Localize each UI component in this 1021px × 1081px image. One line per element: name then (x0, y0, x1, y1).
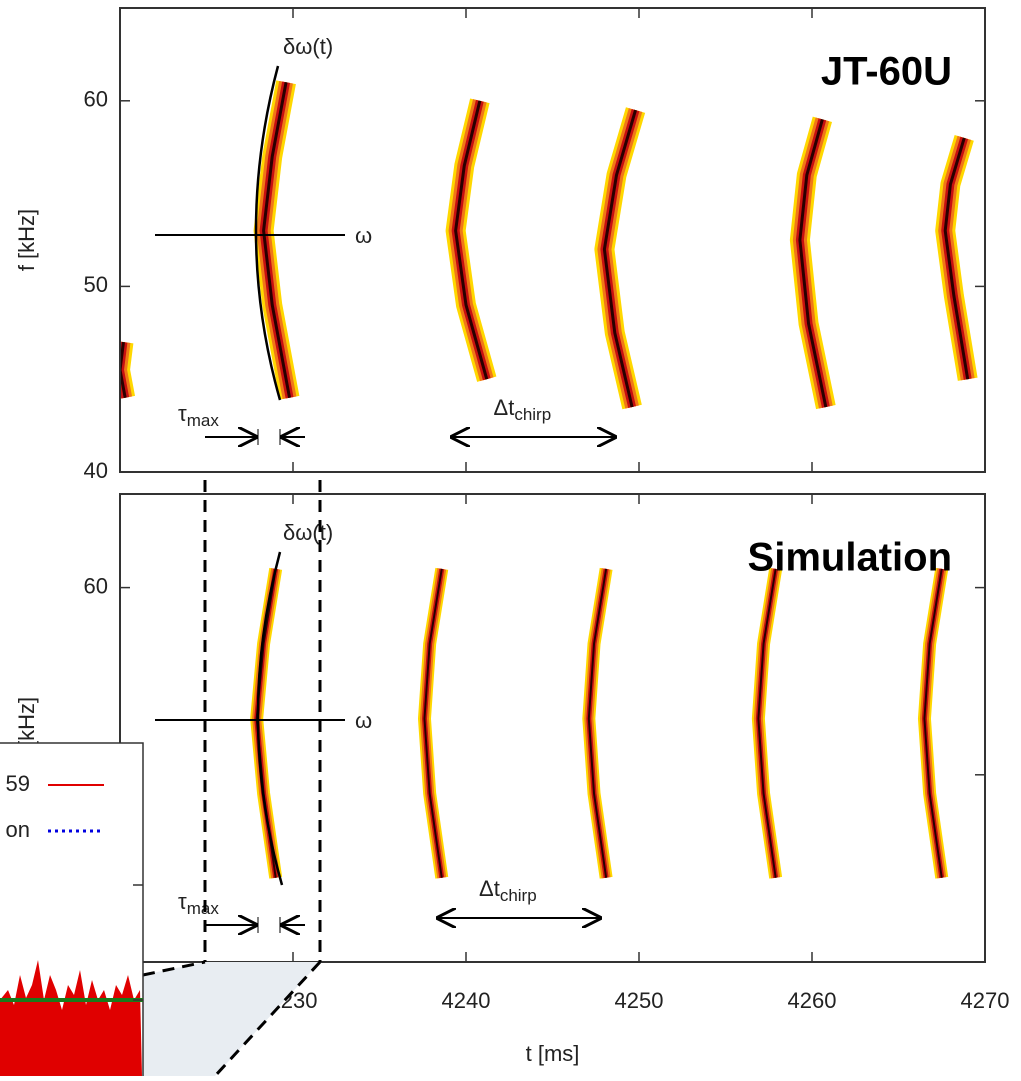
y-tick-label: 60 (84, 573, 108, 598)
dt: Δt (479, 876, 500, 901)
y-axis-label: f [kHz] (14, 209, 39, 271)
y-tick-label: 40 (84, 458, 108, 483)
x-axis-label: t [ms] (526, 1041, 580, 1066)
plot-frame (119, 493, 986, 963)
chirp (923, 568, 943, 878)
delta-omega-label: δω(t) (283, 34, 333, 59)
tau: τ (178, 401, 187, 426)
panel-label: Simulation (748, 536, 952, 580)
chirp (757, 568, 777, 878)
chirp (798, 118, 828, 408)
tau-label: τmax (178, 401, 219, 431)
chirp (602, 109, 637, 408)
plot-area (250, 567, 949, 879)
omega-label: ω (355, 708, 372, 733)
dt: Δt (494, 395, 515, 420)
x-tick-label: 4240 (442, 988, 491, 1013)
tau-label: τmax (178, 889, 219, 919)
plot-frame (119, 7, 986, 473)
dt-chirp-label: Δtchirp (494, 395, 552, 425)
tau-sub: max (187, 899, 220, 918)
omega-label: ω (355, 223, 372, 248)
chirp (454, 100, 489, 380)
dt-sub: chirp (514, 405, 551, 424)
x-tick-label: 4270 (961, 988, 1010, 1013)
dt-sub: chirp (500, 886, 537, 905)
tau-sub: max (187, 411, 220, 430)
delta-omega-label: δω(t) (283, 520, 333, 545)
chirp (120, 341, 127, 399)
zoom-dash (142, 960, 206, 977)
chirp (423, 568, 443, 878)
y-tick-label: 60 (84, 87, 108, 112)
chirp (587, 568, 608, 878)
delta-omega-curve (254, 65, 282, 401)
plot-area (120, 80, 978, 410)
panel-label: JT-60U (821, 50, 952, 94)
inset-legend-label: on (6, 817, 30, 842)
y-tick-label: 50 (84, 272, 108, 297)
zoom-region (143, 962, 320, 1076)
inset-area (0, 960, 142, 1076)
zoom-dash (213, 960, 322, 1078)
chirp (262, 81, 292, 399)
inset-legend-label: 59 (6, 771, 30, 796)
chirp (943, 137, 970, 380)
x-tick-label: 4260 (788, 988, 837, 1013)
tau: τ (178, 889, 187, 914)
x-tick-label: 4250 (615, 988, 664, 1013)
dt-chirp-label: Δtchirp (479, 876, 537, 906)
